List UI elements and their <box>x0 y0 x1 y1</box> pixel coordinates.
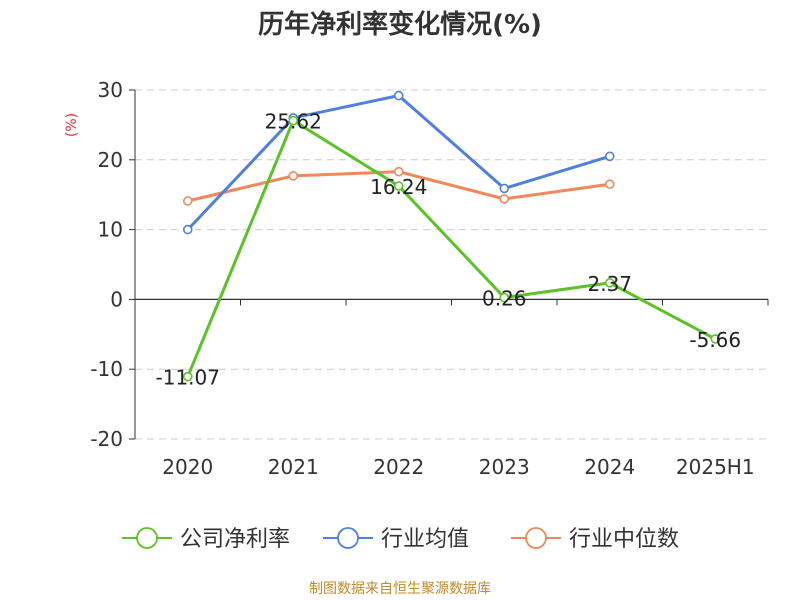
y-tick-label: -20 <box>90 427 123 451</box>
data-point <box>499 292 510 303</box>
data-point <box>710 334 721 344</box>
data-label: 16.24 <box>370 175 427 199</box>
legend-label: 公司净利率 <box>180 527 290 552</box>
data-point <box>182 224 193 235</box>
x-tick-label: 2024 <box>584 455 635 479</box>
data-label: -11.07 <box>156 366 220 390</box>
y-tick-label: 20 <box>98 148 123 172</box>
data-point <box>288 171 299 181</box>
grid-layer <box>135 89 768 440</box>
legend-marker <box>337 527 359 549</box>
x-tick-label: 2025H1 <box>676 455 755 479</box>
data-point <box>499 183 510 194</box>
y-tick-label: -10 <box>90 357 123 381</box>
x-tick-label: 2022 <box>373 455 424 479</box>
data-point <box>393 90 404 101</box>
data-label: -5.66 <box>689 328 741 352</box>
data-label: 0.26 <box>482 287 527 311</box>
data-label: 25.62 <box>265 110 322 134</box>
y-tick-label: 10 <box>98 218 123 242</box>
data-point <box>604 179 615 190</box>
y-axis-label: (%) <box>64 113 80 137</box>
data-label-layer: -11.07 25.62 16.24 0.26 2.37 -5.66 <box>156 110 742 390</box>
legend-label: 行业均值 <box>381 527 469 552</box>
data-point <box>604 151 615 162</box>
legend-item[interactable]: 行业中位数 <box>511 527 679 552</box>
y-tick-label: 0 <box>110 287 123 311</box>
series-layer <box>182 90 721 382</box>
data-point <box>182 196 193 206</box>
data-point <box>288 115 299 126</box>
axis-layer: 30 20 10 0 -10 -20 2020 2021 2022 2023 2024 2025H1 <box>90 78 769 479</box>
legend-item[interactable]: 行业均值 <box>323 527 469 552</box>
legend-marker <box>525 527 547 549</box>
data-point <box>182 371 193 382</box>
footer-source: 制图数据来自恒生聚源数据库 <box>309 581 491 597</box>
x-tick-label: 2023 <box>479 455 530 479</box>
legend-marker <box>136 527 158 549</box>
chart-title: 历年净利率变化情况(%) <box>258 10 542 40</box>
data-point <box>499 194 510 204</box>
y-tick-label: 30 <box>98 78 123 102</box>
series-line <box>186 94 612 232</box>
data-point <box>393 166 404 177</box>
legend[interactable]: 公司净利率 行业均值 行业中位数 <box>122 527 679 552</box>
legend-item[interactable]: 公司净利率 <box>122 527 290 552</box>
legend-label: 行业中位数 <box>569 527 679 552</box>
data-label: 2.37 <box>587 272 632 296</box>
data-point <box>393 181 404 191</box>
x-tick-label: 2021 <box>268 455 319 479</box>
series-line <box>186 119 717 379</box>
x-tick-label: 2020 <box>162 455 213 479</box>
data-point <box>604 278 615 288</box>
